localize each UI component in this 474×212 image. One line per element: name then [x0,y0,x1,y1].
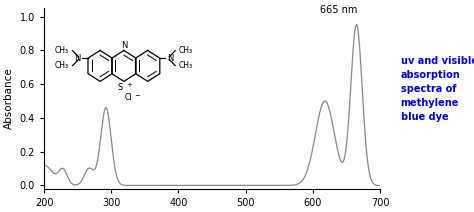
Text: 665 nm: 665 nm [319,5,357,15]
Y-axis label: Absorbance: Absorbance [4,68,14,129]
Text: uv and visible
absorption
spectra of
methylene
blue dye: uv and visible absorption spectra of met… [401,56,474,122]
